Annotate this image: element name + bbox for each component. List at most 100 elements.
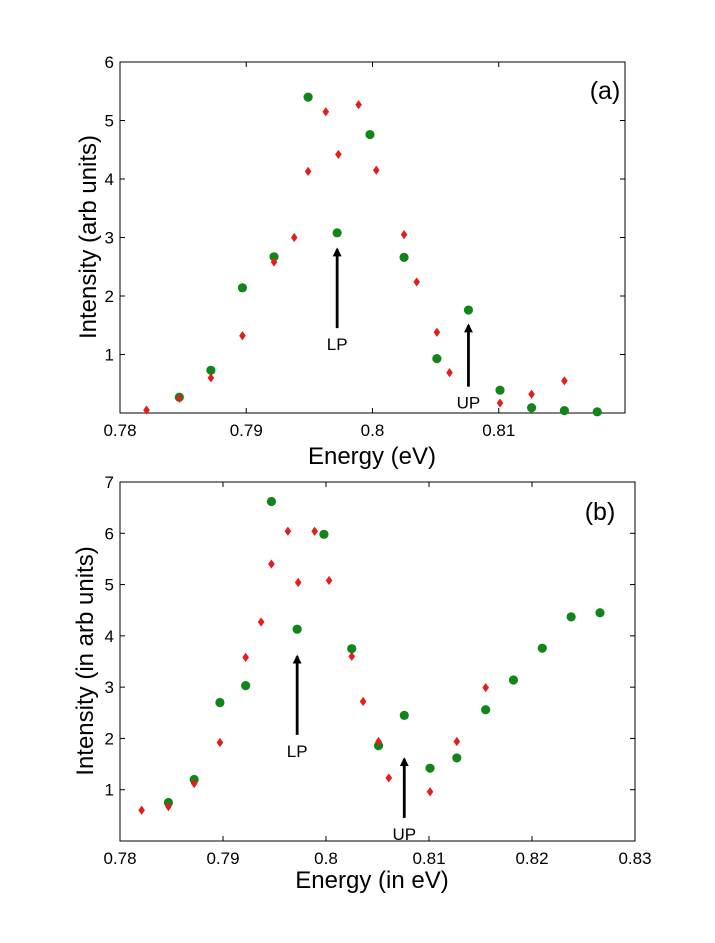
red-diamond-point bbox=[348, 651, 356, 661]
lp-label: LP bbox=[327, 335, 348, 354]
x-tick-label: 0.79 bbox=[230, 421, 263, 440]
red-diamond-point bbox=[284, 526, 292, 536]
red-diamond-point bbox=[304, 166, 312, 176]
green-circle-point bbox=[537, 643, 547, 653]
green-circle-point bbox=[303, 92, 313, 102]
green-circle-point bbox=[206, 365, 216, 375]
x-tick-label: 0.78 bbox=[103, 421, 136, 440]
green-circle-point bbox=[266, 496, 277, 507]
data-series bbox=[138, 496, 605, 815]
x-tick-label: 0.8 bbox=[361, 421, 385, 440]
red-diamond-point bbox=[453, 736, 461, 747]
green-circle-point bbox=[399, 710, 409, 720]
red-diamond-point bbox=[335, 149, 342, 160]
green-circle-point bbox=[463, 305, 474, 315]
y-axis-label: Intensity (arb units) bbox=[75, 135, 102, 339]
y-tick-label: 4 bbox=[105, 627, 114, 646]
red-diamond-point bbox=[322, 107, 330, 117]
green-circle-point bbox=[237, 283, 248, 293]
x-tick-label: 0.8 bbox=[314, 849, 338, 868]
y-tick-label: 3 bbox=[105, 229, 114, 248]
x-axis-label: Energy (in eV) bbox=[295, 867, 448, 894]
red-diamond-point bbox=[294, 577, 302, 588]
up-label: UP bbox=[457, 394, 481, 413]
x-tick-label: 0.82 bbox=[515, 849, 548, 868]
red-diamond-point bbox=[143, 405, 150, 415]
y-tick-label: 1 bbox=[105, 781, 114, 800]
green-circle-point bbox=[592, 407, 602, 417]
y-tick-labels: 1 2 3 4 5 6 7 bbox=[105, 473, 114, 800]
y-tick-label: 7 bbox=[105, 473, 114, 492]
y-tick-label: 1 bbox=[105, 346, 114, 365]
red-diamond-point bbox=[176, 393, 183, 403]
y-tick-label: 5 bbox=[105, 576, 114, 595]
green-circle-point bbox=[452, 753, 462, 763]
tick-marks bbox=[119, 481, 636, 841]
green-circle-point bbox=[432, 353, 442, 364]
red-diamond-point bbox=[270, 257, 278, 267]
x-tick-label: 0.81 bbox=[482, 421, 515, 440]
green-circle-point bbox=[241, 681, 251, 691]
red-diamond-point bbox=[138, 805, 145, 815]
green-circle-point bbox=[399, 252, 409, 262]
x-tick-label: 0.78 bbox=[103, 849, 136, 868]
red-diamond-point bbox=[446, 368, 453, 378]
x-tick-label: 0.83 bbox=[618, 849, 651, 868]
red-diamond-point bbox=[165, 802, 172, 812]
red-diamond-point bbox=[413, 277, 420, 287]
green-circle-point bbox=[495, 385, 505, 395]
red-diamond-point bbox=[426, 787, 434, 797]
green-circle-point bbox=[332, 228, 342, 238]
y-tick-label: 4 bbox=[105, 170, 114, 189]
red-diamond-point bbox=[242, 652, 249, 662]
x-axis-label: Energy (eV) bbox=[308, 443, 436, 470]
green-circle-point bbox=[508, 675, 519, 685]
red-diamond-point bbox=[290, 232, 298, 243]
green-circle-point bbox=[319, 529, 329, 539]
green-circle-point bbox=[566, 612, 576, 622]
red-diamond-point bbox=[385, 773, 393, 783]
green-circle-point bbox=[347, 644, 357, 654]
red-diamond-point bbox=[561, 376, 568, 386]
green-circle-point bbox=[425, 763, 435, 773]
red-diamond-point bbox=[216, 737, 224, 748]
green-circle-point bbox=[292, 624, 302, 634]
red-diamond-point bbox=[239, 331, 246, 341]
y-tick-labels: 1 2 3 4 5 6 bbox=[105, 53, 114, 365]
panel-b: 0.78 0.79 0.8 0.81 0.82 0.83 1 2 3 4 5 6 7 LP UP Ene… bbox=[72, 473, 652, 894]
red-diamond-point bbox=[257, 617, 265, 627]
red-diamond-point bbox=[190, 778, 198, 789]
data-series bbox=[143, 92, 602, 417]
lp-label: LP bbox=[287, 742, 308, 761]
green-circle-point bbox=[269, 252, 279, 262]
green-circle-point bbox=[215, 697, 225, 708]
red-diamond-point bbox=[207, 373, 215, 383]
x-tick-labels: 0.78 0.79 0.8 0.81 bbox=[103, 421, 515, 440]
x-tick-label: 0.79 bbox=[206, 849, 239, 868]
red-diamond-point bbox=[482, 683, 489, 693]
up-label: UP bbox=[392, 825, 416, 844]
y-axis-label: Intensity (in arb units) bbox=[72, 546, 99, 775]
red-diamond-point bbox=[528, 389, 535, 399]
y-tick-label: 6 bbox=[105, 524, 114, 543]
panel-tag: (b) bbox=[585, 498, 616, 526]
red-diamond-point bbox=[433, 327, 441, 337]
green-circle-point bbox=[365, 129, 375, 140]
annotations: LP UP bbox=[327, 247, 481, 413]
x-tick-labels: 0.78 0.79 0.8 0.81 0.82 0.83 bbox=[103, 849, 651, 868]
red-diamond-point bbox=[372, 165, 380, 175]
red-diamond-point bbox=[496, 398, 504, 408]
red-diamond-point bbox=[400, 229, 408, 240]
red-diamond-point bbox=[359, 696, 367, 707]
y-tick-label: 2 bbox=[105, 729, 114, 748]
y-tick-label: 6 bbox=[105, 53, 114, 72]
green-circle-point bbox=[526, 403, 537, 413]
y-tick-label: 5 bbox=[105, 112, 114, 131]
tick-marks bbox=[119, 61, 625, 413]
y-tick-label: 2 bbox=[105, 287, 114, 306]
plot-area-frame bbox=[119, 481, 636, 842]
red-diamond-point bbox=[375, 736, 382, 747]
red-diamond-point bbox=[311, 526, 318, 536]
